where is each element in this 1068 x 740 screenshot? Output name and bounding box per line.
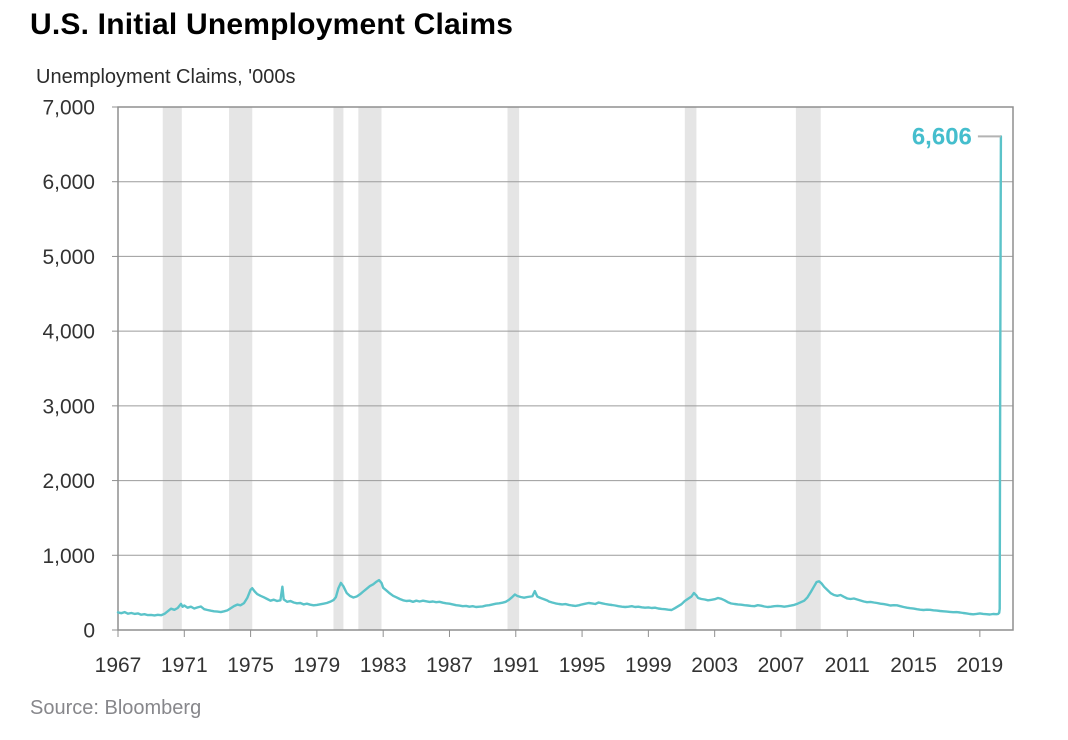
x-tick-label: 1979 xyxy=(294,654,341,677)
y-tick-label: 6,000 xyxy=(42,171,95,194)
recession-band xyxy=(684,107,697,630)
recession-band xyxy=(795,107,821,630)
recession-band xyxy=(507,107,520,630)
y-tick-label: 2,000 xyxy=(42,470,95,493)
recession-band xyxy=(358,107,382,630)
x-tick-label: 1983 xyxy=(360,654,407,677)
recession-band xyxy=(333,107,344,630)
x-tick-label: 2019 xyxy=(956,654,1003,677)
x-tick-label: 1999 xyxy=(625,654,672,677)
chart-title: U.S. Initial Unemployment Claims xyxy=(30,8,514,41)
source-note: Source: Bloomberg xyxy=(30,697,202,719)
x-tick-label: 1975 xyxy=(227,654,274,677)
plot-border xyxy=(117,106,1014,631)
x-tick-label: 2011 xyxy=(825,654,870,677)
x-tick-label: 2003 xyxy=(691,654,738,677)
x-tick-label: 1987 xyxy=(426,654,473,677)
recession-band xyxy=(162,107,182,630)
x-tick-label: 1967 xyxy=(95,654,142,677)
y-tick-label: 4,000 xyxy=(42,321,95,344)
recession-band xyxy=(229,107,253,630)
y-tick-label: 5,000 xyxy=(42,246,95,269)
annotation-label: 6,606 xyxy=(912,123,972,150)
claims-line xyxy=(116,135,1003,617)
x-tick-label: 1995 xyxy=(559,654,606,677)
x-tick-label: 1971 xyxy=(161,654,208,677)
y-tick-label: 1,000 xyxy=(42,545,95,568)
x-tick-label: 2015 xyxy=(890,654,937,677)
y-axis-title: Unemployment Claims, '000s xyxy=(36,66,296,88)
y-tick-label: 0 xyxy=(83,620,95,643)
y-tick-label: 7,000 xyxy=(42,97,95,120)
x-tick-label: 2007 xyxy=(758,654,805,677)
x-tick-label: 1991 xyxy=(492,654,539,677)
y-tick-label: 3,000 xyxy=(42,395,95,418)
